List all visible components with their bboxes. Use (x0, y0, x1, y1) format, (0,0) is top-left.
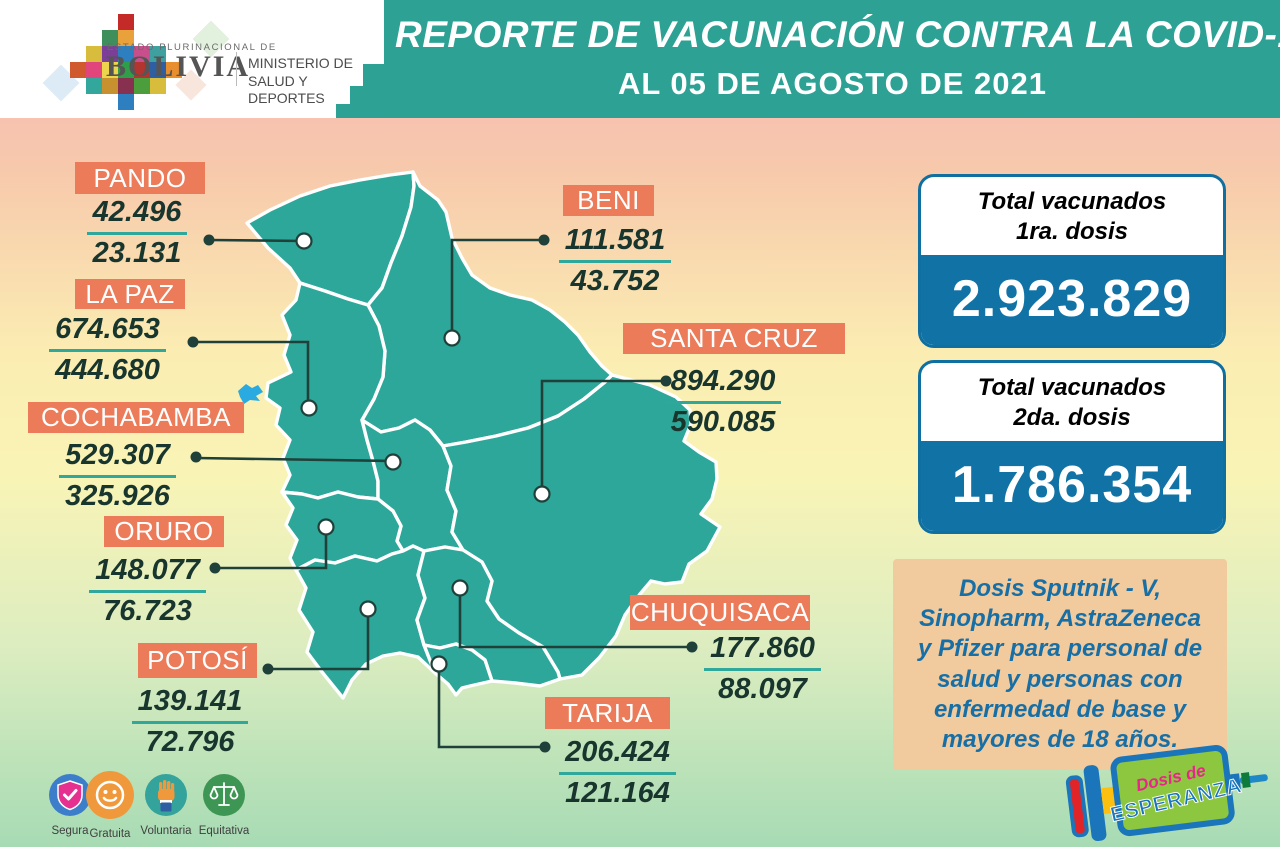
connector-lines (193, 238, 692, 749)
map-region-la-paz[interactable] (264, 281, 387, 501)
values-oruro: 148.077 76.723 (70, 556, 225, 626)
header-bar: ESTADO PLURINACIONAL DE BOLIVIA MINISTER… (0, 0, 1280, 118)
label-potosi: POTOSÍ (138, 643, 257, 678)
value-label: Voluntaria (140, 825, 192, 837)
label-cochabamba: COCHABAMBA (28, 402, 244, 433)
bolivia-wordmark: BOLIVIA (106, 50, 251, 83)
smiley-icon (86, 771, 134, 819)
value-item-equitativa: Equitativa (179, 773, 269, 837)
marker-tarija (430, 655, 448, 673)
marker-potosi (359, 600, 377, 618)
total-dose2-label: Total vacunados 2da. dosis (977, 374, 1167, 431)
bolivia-coat-logo (42, 14, 230, 110)
map-markers (295, 232, 551, 673)
connector-dots (187, 234, 698, 753)
map-region-santa-cruz[interactable] (441, 373, 722, 681)
marker-beni (443, 329, 461, 347)
lake-titicaca (238, 384, 263, 404)
marker-chuquisaca (451, 579, 469, 597)
map-region-chuquisaca[interactable] (415, 545, 562, 688)
total-dose1-label: Total vacunados 1ra. dosis (977, 188, 1167, 245)
values-tarija: 206.424 121.164 (540, 738, 695, 808)
logo-divider (236, 52, 237, 86)
value-item-gratuita: Gratuita (65, 770, 155, 840)
values-potosi: 139.141 72.796 (110, 687, 270, 757)
vaccine-info-text: Dosis Sputnik - V, Sinopharm, AstraZenec… (917, 574, 1203, 753)
label-tarija: TARIJA (545, 697, 670, 729)
marker-santa-cruz (533, 485, 551, 503)
values-beni: 111.581 43.752 (540, 226, 690, 296)
ministerio-text: MINISTERIO DE SALUD Y DEPORTES (248, 55, 354, 106)
label-chuquisaca: CHUQUISACA (630, 595, 810, 630)
label-pando: PANDO (75, 162, 205, 194)
vaccine-info-box: Dosis Sputnik - V, Sinopharm, AstraZenec… (893, 559, 1227, 770)
value-item-segura: Segura (25, 773, 115, 837)
value-item-voluntaria: Voluntaria (121, 773, 211, 837)
total-dose2-value: 1.786.354 (921, 441, 1223, 531)
value-label: Segura (51, 825, 89, 837)
logo-block: ESTADO PLURINACIONAL DE BOLIVIA MINISTER… (0, 0, 384, 118)
estado-plurinacional-text: ESTADO PLURINACIONAL DE (107, 42, 277, 53)
report-title: REPORTE DE VACUNACIÓN CONTRA LA COVID-19 (395, 14, 1280, 55)
value-label: Equitativa (198, 825, 250, 837)
report-date: AL 05 DE AGOSTO DE 2021 (617, 66, 1048, 101)
shield-check-icon (49, 774, 91, 816)
marker-cochabamba (384, 453, 402, 471)
total-dose1-value: 2.923.829 (921, 255, 1223, 345)
total-card-dose1: Total vacunados 1ra. dosis 2.923.829 (918, 174, 1226, 348)
balance-scale-icon (203, 774, 245, 816)
values-chuquisaca: 177.860 88.097 (685, 634, 840, 704)
label-la-paz: LA PAZ (75, 279, 185, 309)
dosis-de-esperanza-logo: Dosis de ESPERANZA (1065, 745, 1268, 842)
values-la-paz: 674.653 444.680 (30, 315, 185, 385)
total-card-dose2: Total vacunados 2da. dosis 1.786.354 (918, 360, 1226, 534)
label-oruro: ORURO (104, 516, 224, 547)
values-santa-cruz: 894.290 590.085 (648, 367, 798, 437)
label-beni: BENI (563, 185, 654, 216)
marker-oruro (317, 518, 335, 536)
value-label: Gratuita (89, 828, 131, 840)
values-cochabamba: 529.307 325.926 (40, 441, 195, 511)
raised-hand-icon (145, 774, 187, 816)
values-pando: 42.496 23.131 (62, 198, 212, 268)
label-santa-cruz: SANTA CRUZ (623, 323, 845, 354)
marker-la-paz (300, 399, 318, 417)
marker-pando (295, 232, 313, 250)
